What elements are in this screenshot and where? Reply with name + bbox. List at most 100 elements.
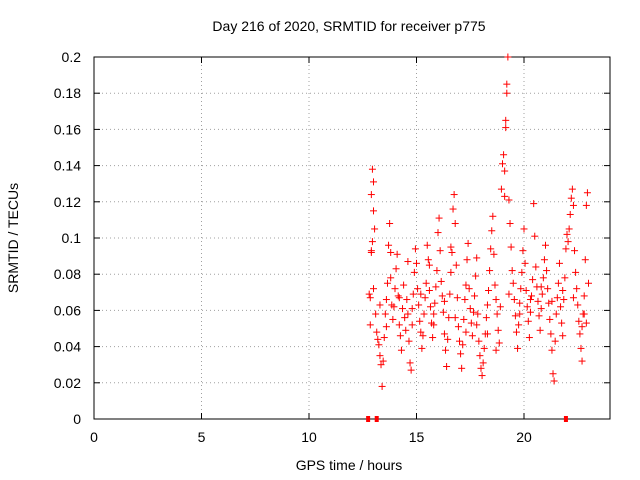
data-point: [539, 274, 547, 282]
data-point: [509, 279, 517, 287]
grid: [94, 57, 610, 419]
data-point: [505, 196, 513, 204]
data-point: [516, 310, 524, 318]
data-point: [408, 321, 416, 329]
data-point: [562, 245, 570, 253]
data-point: [443, 363, 451, 371]
axis-marker-point: [563, 416, 568, 422]
data-point: [371, 225, 379, 233]
data-point: [566, 210, 574, 218]
data-point: [532, 263, 540, 271]
data-point: [491, 281, 499, 289]
data-point: [385, 241, 393, 249]
data-point: [373, 328, 381, 336]
data-point: [382, 323, 390, 331]
data-point: [379, 357, 387, 365]
data-point: [370, 178, 377, 186]
data-point: [553, 294, 561, 302]
data-point: [557, 303, 565, 311]
data-point: [501, 167, 509, 175]
data-point: [424, 256, 432, 264]
data-point: [461, 296, 469, 304]
data-point: [454, 323, 462, 331]
data-point: [433, 267, 441, 275]
data-point: [490, 250, 498, 258]
data-point: [568, 185, 576, 193]
data-point: [547, 330, 555, 338]
data-point: [537, 305, 545, 313]
data-point: [543, 267, 551, 275]
y-tick-label: 0: [73, 411, 81, 427]
data-point: [529, 276, 537, 284]
x-axis-label: GPS time / hours: [296, 457, 403, 473]
data-point: [466, 305, 474, 313]
data-point: [535, 312, 543, 320]
data-point: [502, 124, 510, 132]
data-point: [483, 301, 491, 309]
data-point: [488, 227, 496, 235]
data-point: [469, 308, 477, 316]
y-tick-label: 0.2: [62, 49, 82, 65]
data-point: [463, 256, 471, 264]
data-point: [489, 212, 497, 220]
data-point: [423, 241, 431, 249]
data-point: [493, 310, 501, 318]
y-tick-label: 0.02: [54, 375, 81, 391]
data-point: [451, 220, 459, 228]
data-point: [413, 259, 420, 267]
data-point: [367, 247, 375, 255]
y-tick-label: 0.12: [54, 194, 81, 210]
data-point: [550, 377, 558, 385]
data-point: [538, 290, 546, 298]
data-point: [572, 268, 580, 276]
data-point: [569, 294, 577, 302]
data-point: [414, 285, 422, 293]
data-point: [375, 341, 383, 349]
data-point: [507, 243, 515, 251]
data-point: [370, 207, 377, 215]
data-point: [370, 285, 377, 293]
data-point: [457, 350, 465, 358]
data-point: [430, 321, 438, 329]
data-point: [503, 80, 511, 88]
data-point: [548, 297, 556, 305]
data-point: [450, 191, 458, 199]
data-point: [462, 281, 470, 289]
data-point: [411, 245, 419, 253]
data-point: [492, 296, 500, 304]
data-point: [517, 285, 525, 293]
data-point: [558, 319, 566, 327]
data-point: [565, 225, 573, 233]
x-tick-label: 10: [301, 429, 317, 445]
y-tick-label: 0.16: [54, 121, 81, 137]
data-point: [465, 285, 473, 293]
data-point: [456, 337, 463, 345]
x-tick-label: 0: [90, 429, 98, 445]
data-point: [439, 308, 447, 316]
data-point: [400, 281, 408, 289]
data-point: [387, 248, 395, 256]
data-point: [425, 286, 433, 294]
data-point: [521, 259, 529, 267]
data-point: [544, 285, 552, 293]
data-point: [391, 285, 399, 293]
data-point: [419, 332, 427, 340]
data-point: [418, 344, 426, 352]
data-point: [582, 201, 590, 209]
data-point: [473, 254, 481, 262]
data-point: [519, 247, 527, 255]
data-point: [504, 53, 512, 61]
data-point: [386, 220, 394, 228]
data-point: [492, 346, 500, 354]
data-point: [548, 346, 556, 354]
data-point: [531, 232, 539, 240]
data-point: [526, 296, 534, 304]
data-point: [496, 303, 504, 311]
data-point: [392, 265, 400, 273]
data-point: [431, 299, 439, 307]
data-point: [506, 220, 514, 228]
data-point: [534, 297, 542, 305]
data-point: [381, 310, 389, 318]
data-point: [560, 296, 568, 304]
